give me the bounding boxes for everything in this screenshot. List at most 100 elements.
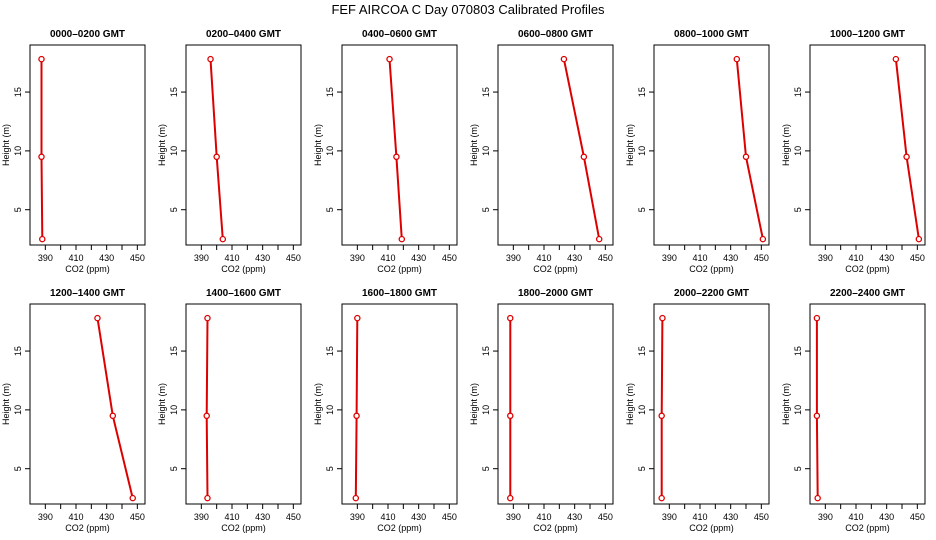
panel-title: 1200–1400 GMT (50, 288, 125, 299)
y-tick-label: 5 (325, 466, 335, 471)
profile-line (209, 59, 224, 240)
data-point (742, 153, 750, 161)
y-axis-label: Height (m) (469, 124, 479, 166)
y-tick-label: 10 (637, 405, 647, 415)
y-tick-label: 10 (481, 405, 491, 415)
panel-title: 1000–1200 GMT (830, 29, 905, 40)
x-tick-label: 430 (99, 512, 114, 522)
y-tick-label: 15 (325, 87, 335, 97)
profile-line (562, 58, 601, 240)
y-tick-label: 5 (793, 466, 803, 471)
x-tick-label: 410 (224, 512, 239, 522)
data-point (38, 153, 45, 161)
x-axis-label: CO2 (ppm) (377, 523, 422, 533)
data-point (580, 153, 588, 161)
plot-frame (497, 303, 614, 505)
y-axis-label: Height (m) (781, 383, 791, 425)
data-point (354, 314, 361, 322)
profile-line (815, 318, 819, 499)
y-tick-label: 10 (481, 146, 491, 156)
data-point (659, 314, 666, 322)
x-tick-label: 430 (255, 253, 270, 263)
panel-title: 2000–2200 GMT (674, 288, 749, 299)
data-point (595, 235, 603, 243)
x-tick-label: 450 (130, 253, 145, 263)
x-tick-label: 410 (536, 512, 551, 522)
x-tick-label: 410 (692, 512, 707, 522)
x-axis-label: CO2 (ppm) (221, 264, 266, 274)
y-axis-label: Height (m) (1, 383, 11, 425)
x-tick-label: 410 (536, 253, 551, 263)
data-point (94, 314, 101, 322)
x-tick-label: 410 (68, 253, 83, 263)
panel-title: 0800–1000 GMT (674, 29, 749, 40)
y-tick-label: 5 (481, 466, 491, 471)
y-tick-label: 15 (169, 87, 179, 97)
x-tick-label: 430 (99, 253, 114, 263)
x-tick-label: 430 (567, 512, 582, 522)
y-tick-label: 10 (793, 405, 803, 415)
panel-title: 0000–0200 GMT (50, 29, 125, 40)
panel-title: 0200–0400 GMT (206, 29, 281, 40)
plot-frame (809, 303, 926, 505)
data-point (915, 235, 923, 243)
data-point (39, 235, 46, 243)
x-axis-label: CO2 (ppm) (377, 264, 422, 274)
profile-line (735, 59, 764, 240)
y-tick-label: 5 (637, 207, 647, 212)
data-point (658, 412, 665, 420)
plot-frame (653, 44, 770, 246)
x-tick-label: 450 (910, 253, 925, 263)
y-tick-label: 10 (169, 405, 179, 415)
y-tick-label: 15 (13, 346, 23, 356)
x-tick-label: 450 (598, 512, 613, 522)
profile-line (96, 317, 134, 499)
y-tick-label: 5 (169, 466, 179, 471)
y-tick-label: 15 (793, 346, 803, 356)
y-axis-label: Height (m) (157, 383, 167, 425)
x-tick-label: 430 (723, 253, 738, 263)
y-axis-label: Height (m) (625, 383, 635, 425)
data-point (393, 153, 400, 161)
profile-line (894, 58, 920, 240)
plot-frame (341, 44, 458, 246)
x-axis-label: CO2 (ppm) (845, 523, 890, 533)
x-tick-label: 410 (848, 253, 863, 263)
y-tick-label: 5 (13, 207, 23, 212)
x-tick-label: 390 (506, 253, 521, 263)
x-tick-label: 430 (411, 512, 426, 522)
x-axis-label: CO2 (ppm) (689, 523, 734, 533)
x-axis-label: CO2 (ppm) (221, 523, 266, 533)
y-tick-label: 5 (325, 207, 335, 212)
y-axis-label: Height (m) (313, 383, 323, 425)
y-tick-label: 10 (793, 146, 803, 156)
panel-title: 1800–2000 GMT (518, 288, 593, 299)
x-tick-label: 450 (754, 253, 769, 263)
data-point (213, 153, 220, 161)
data-point (204, 314, 211, 322)
panel-title: 0400–0600 GMT (362, 29, 437, 40)
plot-frame (29, 44, 146, 246)
data-point (892, 55, 900, 63)
profile-line (354, 318, 359, 499)
data-point (109, 412, 117, 420)
x-tick-label: 430 (879, 253, 894, 263)
x-tick-label: 450 (754, 512, 769, 522)
x-tick-label: 390 (662, 512, 677, 522)
y-tick-label: 5 (13, 466, 23, 471)
x-tick-label: 390 (38, 253, 53, 263)
y-tick-label: 10 (325, 405, 335, 415)
data-point (38, 55, 45, 63)
panel-title: 1400–1600 GMT (206, 288, 281, 299)
panel-title: 1600–1800 GMT (362, 288, 437, 299)
x-axis-label: CO2 (ppm) (65, 264, 110, 274)
data-point (203, 412, 210, 420)
profile-line (205, 318, 209, 499)
x-tick-label: 450 (286, 253, 301, 263)
x-tick-label: 410 (380, 253, 395, 263)
y-axis-label: Height (m) (1, 124, 11, 166)
y-tick-label: 10 (169, 146, 179, 156)
data-point (733, 55, 741, 63)
x-tick-label: 410 (224, 253, 239, 263)
plot-frame (653, 303, 770, 505)
